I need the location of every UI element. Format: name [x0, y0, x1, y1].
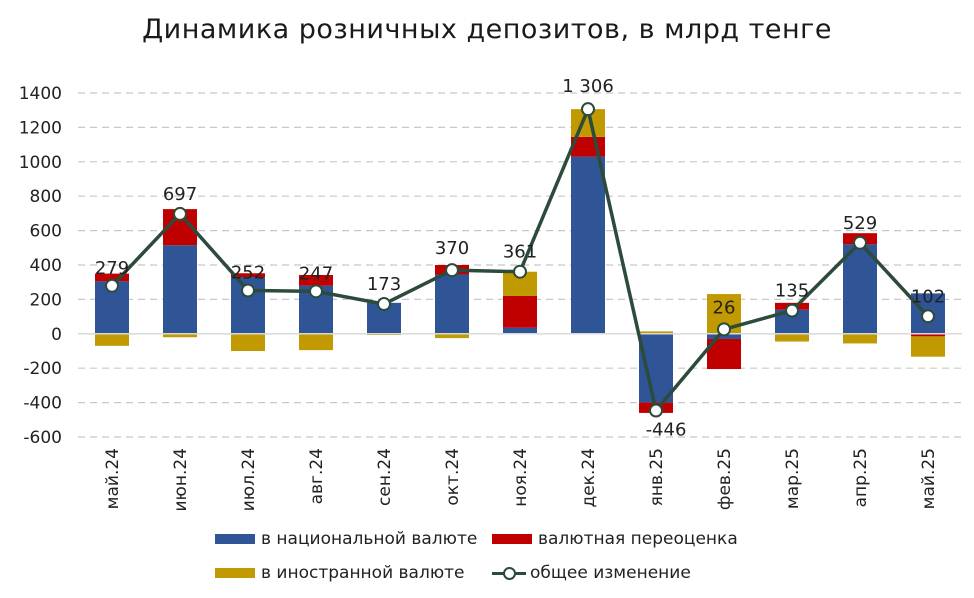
x-tick-label: мар.25	[783, 448, 803, 509]
data-label: 26	[713, 297, 736, 318]
total-point	[649, 403, 663, 418]
bar-foreign	[299, 333, 333, 351]
data-label: 135	[775, 281, 809, 302]
bar-revaluation	[911, 333, 945, 337]
total-point	[513, 264, 527, 279]
legend-swatch-revaluation	[492, 534, 532, 544]
total-point	[921, 309, 935, 324]
total-point	[581, 102, 595, 117]
legend-swatch-national	[215, 534, 255, 544]
bar-revaluation	[503, 295, 537, 328]
gridlines	[78, 92, 962, 438]
legend-label-national: в национальной валюте	[261, 529, 478, 549]
bar-foreign	[843, 333, 877, 344]
y-tick-label: -400	[23, 394, 62, 414]
bar-national	[571, 156, 605, 334]
bar-revaluation	[299, 274, 333, 286]
total-point	[785, 303, 799, 318]
x-tick-label: апр.25	[851, 448, 871, 507]
y-tick-label: 800	[30, 187, 62, 207]
bar-national	[639, 333, 673, 403]
legend-item-revaluation: валютная переоценка	[492, 529, 738, 549]
legend-label-revaluation: валютная переоценка	[538, 529, 738, 549]
total-point	[445, 263, 459, 278]
x-tick-label: июн.24	[171, 448, 191, 512]
y-tick-label: -200	[23, 359, 62, 379]
data-label: 529	[843, 213, 877, 234]
y-tick-label: 0	[51, 325, 62, 345]
total-point	[717, 322, 731, 337]
bar-national	[163, 245, 197, 334]
x-tick-label: май.24	[103, 448, 123, 509]
x-tick-label: фев.25	[715, 448, 735, 510]
data-label: 1 306	[562, 76, 614, 97]
y-tick-label: 600	[30, 222, 62, 242]
legend-swatch-total	[492, 567, 526, 580]
data-label: -446	[646, 420, 687, 441]
data-label: 247	[299, 263, 333, 284]
legend-label-foreign: в иностранной валюте	[261, 563, 465, 583]
total-point	[173, 206, 187, 221]
data-label: 102	[911, 286, 945, 307]
bar-foreign	[435, 333, 469, 339]
x-tick-label: май.25	[919, 448, 939, 509]
legend-label-total: общее изменение	[530, 563, 691, 583]
total-point	[309, 284, 323, 299]
data-label: 361	[503, 242, 537, 263]
data-label: 173	[367, 274, 401, 295]
x-tick-label: июл.24	[239, 448, 259, 511]
bar-foreign	[231, 333, 265, 351]
y-tick-label: 1000	[19, 153, 62, 173]
bar-revaluation	[231, 273, 265, 278]
data-label: 370	[435, 238, 469, 259]
x-tick-label: ноя.24	[511, 448, 531, 507]
legend-item-foreign: в иностранной валюте	[215, 563, 465, 583]
chart-title: Динамика розничных депозитов, в млрд тен…	[142, 14, 832, 45]
x-tick-label: сен.24	[375, 448, 395, 506]
x-tick-label: окт.24	[443, 448, 463, 506]
bar-national	[503, 327, 537, 334]
data-label: 252	[231, 262, 265, 283]
x-axis-ticks: май.24 июн.24 июл.24 авг.24 сен.24 окт.24 ноя.…	[103, 448, 939, 512]
bar-foreign	[775, 333, 809, 342]
bar-foreign	[95, 333, 129, 346]
y-tick-label: 400	[30, 256, 62, 276]
bar-foreign	[911, 336, 945, 357]
x-tick-label: янв.25	[647, 448, 667, 506]
total-line	[105, 102, 935, 418]
legend-item-total: общее изменение	[492, 563, 691, 583]
bar-foreign	[163, 333, 197, 338]
bar-revaluation	[95, 273, 129, 282]
y-tick-label: 1200	[19, 118, 62, 138]
total-point	[105, 278, 119, 293]
data-label: 279	[95, 258, 129, 279]
legend-item-national: в национальной валюте	[215, 529, 477, 549]
bar-national	[435, 274, 469, 334]
x-tick-label: авг.24	[307, 448, 327, 504]
data-label: 697	[163, 184, 197, 205]
total-point	[241, 283, 255, 298]
total-point	[377, 297, 391, 312]
legend-swatch-foreign	[215, 568, 255, 578]
data-labels: 279 697 252 247 173 370 361 1 306 -446 26 135 529 10…	[95, 76, 945, 440]
bar-national	[843, 244, 877, 334]
bar-foreign	[639, 331, 673, 334]
y-axis-ticks: 1400 1200 1000 800 600 400 200 0 -200 -400 -600	[19, 84, 62, 448]
y-tick-label: 200	[30, 290, 62, 310]
y-tick-label: -600	[23, 428, 62, 448]
y-tick-label: 1400	[19, 84, 62, 104]
total-point	[853, 235, 867, 250]
bar-national	[707, 333, 741, 339]
x-tick-label: дек.24	[579, 448, 599, 508]
